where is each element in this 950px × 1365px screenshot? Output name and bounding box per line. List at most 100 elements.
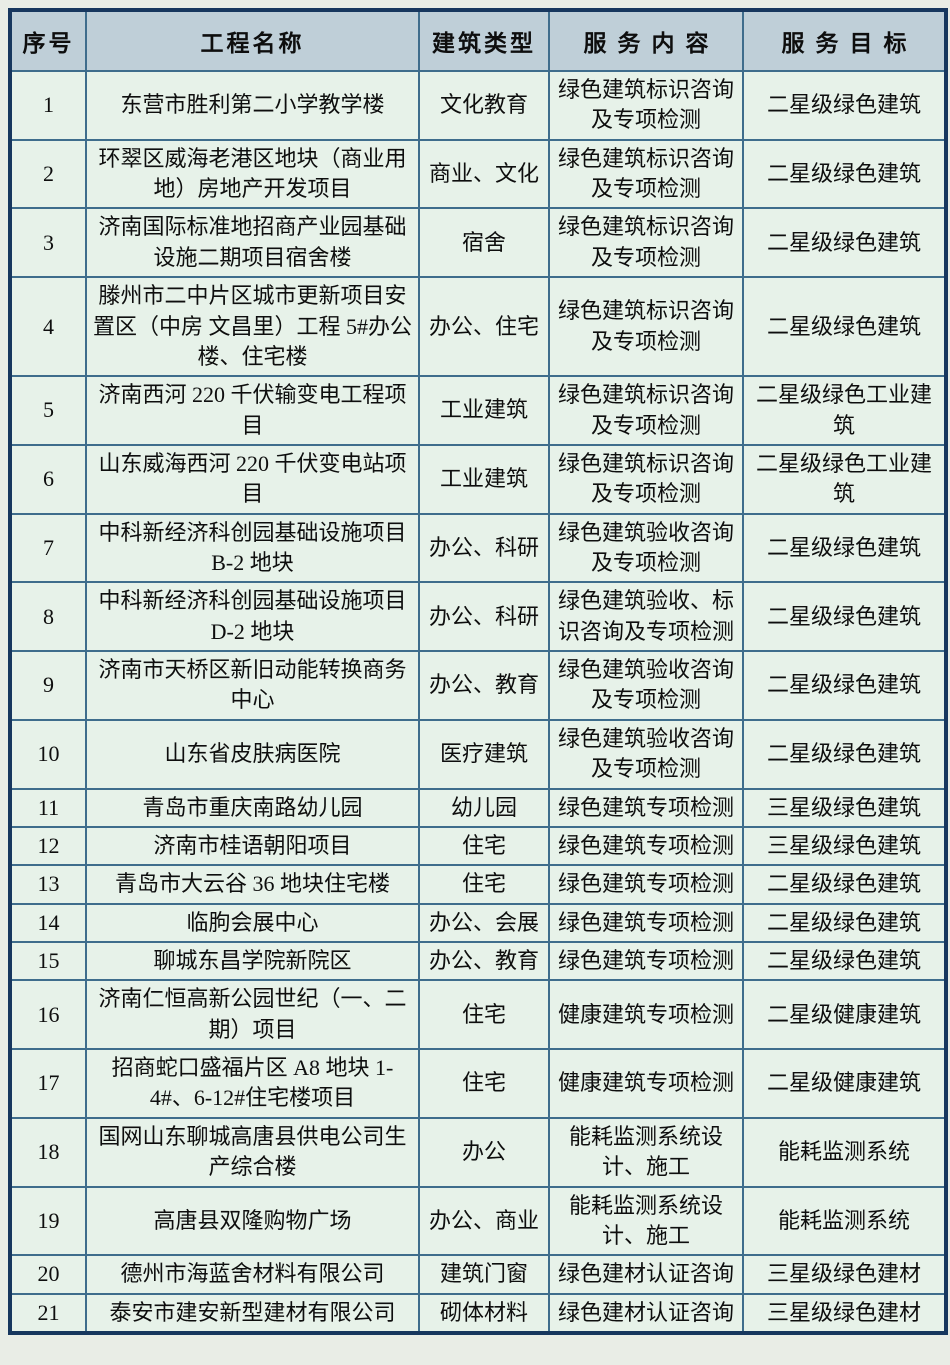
cell-index: 6 <box>9 443 87 515</box>
cell-index: 8 <box>9 581 87 653</box>
cell-project-name: 国网山东聊城高唐县供电公司生产综合楼 <box>85 1116 420 1188</box>
cell-service-content: 健康建筑专项检测 <box>548 1048 744 1119</box>
column-header-index: 序号 <box>9 9 87 72</box>
table-row: 17 招商蛇口盛福片区 A8 地块 1-4#、6-12#住宅楼项目 住宅 健康建… <box>9 1048 947 1119</box>
cell-service-content: 绿色建筑标识咨询及专项检测 <box>548 375 744 446</box>
cell-service-target: 二星级绿色建筑 <box>742 940 947 982</box>
cell-project-name: 中科新经济科创园基础设施项目 D-2 地块 <box>85 581 420 653</box>
cell-service-content: 绿色建筑验收、标识咨询及专项检测 <box>548 581 744 653</box>
table-row: 19 高唐县双隆购物广场 办公、商业 能耗监测系统设计、施工 能耗监测系统 <box>9 1185 947 1257</box>
cell-service-target: 能耗监测系统 <box>742 1116 947 1188</box>
cell-project-name: 济南仁恒高新公园世纪（一、二期）项目 <box>85 979 420 1051</box>
table-header: 序号 工程名称 建筑类型 服务内容 服务目标 <box>9 9 947 72</box>
table-row: 3 济南国际标准地招商产业园基础设施二期项目宿舍楼 宿舍 绿色建筑标识咨询及专项… <box>9 207 947 279</box>
table-row: 10 山东省皮肤病医院 医疗建筑 绿色建筑验收咨询及专项检测 二星级绿色建筑 <box>9 718 947 790</box>
cell-service-target: 二星级绿色建筑 <box>742 138 947 210</box>
cell-index: 10 <box>9 718 87 790</box>
cell-building-type: 砌体材料 <box>418 1292 550 1334</box>
cell-service-content: 绿色建筑专项检测 <box>548 940 744 982</box>
cell-service-content: 绿色建筑专项检测 <box>548 825 744 867</box>
cell-building-type: 办公、商业 <box>418 1185 550 1257</box>
cell-service-content: 健康建筑专项检测 <box>548 979 744 1051</box>
cell-building-type: 工业建筑 <box>418 443 550 515</box>
cell-building-type: 建筑门窗 <box>418 1254 550 1295</box>
cell-service-target: 二星级绿色建筑 <box>742 70 947 141</box>
cell-service-target: 二星级绿色建筑 <box>742 207 947 279</box>
cell-service-target: 三星级绿色建筑 <box>742 787 947 828</box>
cell-project-name: 济南市桂语朝阳项目 <box>85 825 420 867</box>
cell-project-name: 泰安市建安新型建材有限公司 <box>85 1292 420 1334</box>
table-row: 6 山东威海西河 220 千伏变电站项目 工业建筑 绿色建筑标识咨询及专项检测 … <box>9 443 947 515</box>
cell-building-type: 文化教育 <box>418 70 550 141</box>
table-row: 20 德州市海蓝舍材料有限公司 建筑门窗 绿色建材认证咨询 三星级绿色建材 <box>9 1254 947 1295</box>
cell-service-target: 二星级绿色建筑 <box>742 718 947 790</box>
cell-service-content: 绿色建筑验收咨询及专项检测 <box>548 512 744 584</box>
cell-index: 14 <box>9 902 87 943</box>
cell-service-target: 二星级健康建筑 <box>742 979 947 1051</box>
cell-service-target: 二星级绿色工业建筑 <box>742 443 947 515</box>
cell-index: 16 <box>9 979 87 1051</box>
cell-building-type: 办公、教育 <box>418 650 550 721</box>
table-row: 11 青岛市重庆南路幼儿园 幼儿园 绿色建筑专项检测 三星级绿色建筑 <box>9 787 947 828</box>
cell-service-content: 绿色建筑标识咨询及专项检测 <box>548 276 744 378</box>
cell-index: 18 <box>9 1116 87 1188</box>
cell-project-name: 济南市天桥区新旧动能转换商务中心 <box>85 650 420 721</box>
projects-table: 序号 工程名称 建筑类型 服务内容 服务目标 1 东营市胜利第二小学教学楼 文化… <box>8 8 948 1335</box>
cell-project-name: 聊城东昌学院新院区 <box>85 940 420 982</box>
cell-building-type: 幼儿园 <box>418 787 550 828</box>
cell-service-target: 二星级绿色建筑 <box>742 650 947 721</box>
cell-building-type: 办公 <box>418 1116 550 1188</box>
cell-service-target: 二星级绿色建筑 <box>742 512 947 584</box>
table-row: 12 济南市桂语朝阳项目 住宅 绿色建筑专项检测 三星级绿色建筑 <box>9 825 947 867</box>
cell-service-target: 二星级绿色建筑 <box>742 276 947 378</box>
cell-index: 4 <box>9 276 87 378</box>
table-body: 1 东营市胜利第二小学教学楼 文化教育 绿色建筑标识咨询及专项检测 二星级绿色建… <box>9 70 947 1334</box>
cell-service-target: 二星级绿色建筑 <box>742 864 947 905</box>
cell-building-type: 办公、住宅 <box>418 276 550 378</box>
cell-index: 20 <box>9 1254 87 1295</box>
cell-index: 2 <box>9 138 87 210</box>
header-row: 序号 工程名称 建筑类型 服务内容 服务目标 <box>9 9 947 72</box>
cell-index: 15 <box>9 940 87 982</box>
table-row: 13 青岛市大云谷 36 地块住宅楼 住宅 绿色建筑专项检测 二星级绿色建筑 <box>9 864 947 905</box>
table-row: 8 中科新经济科创园基础设施项目 D-2 地块 办公、科研 绿色建筑验收、标识咨… <box>9 581 947 653</box>
cell-service-content: 能耗监测系统设计、施工 <box>548 1116 744 1188</box>
cell-project-name: 德州市海蓝舍材料有限公司 <box>85 1254 420 1295</box>
cell-index: 17 <box>9 1048 87 1119</box>
column-header-project-name: 工程名称 <box>85 9 420 72</box>
cell-index: 3 <box>9 207 87 279</box>
column-header-service-content: 服务内容 <box>548 9 744 72</box>
cell-service-content: 绿色建材认证咨询 <box>548 1292 744 1334</box>
cell-service-target: 二星级绿色建筑 <box>742 581 947 653</box>
cell-building-type: 工业建筑 <box>418 375 550 446</box>
cell-building-type: 医疗建筑 <box>418 718 550 790</box>
cell-building-type: 住宅 <box>418 979 550 1051</box>
cell-project-name: 山东威海西河 220 千伏变电站项目 <box>85 443 420 515</box>
cell-index: 21 <box>9 1292 87 1334</box>
table-row: 1 东营市胜利第二小学教学楼 文化教育 绿色建筑标识咨询及专项检测 二星级绿色建… <box>9 70 947 141</box>
cell-index: 5 <box>9 375 87 446</box>
cell-index: 11 <box>9 787 87 828</box>
cell-service-content: 绿色建筑专项检测 <box>548 864 744 905</box>
table-row: 7 中科新经济科创园基础设施项目 B-2 地块 办公、科研 绿色建筑验收咨询及专… <box>9 512 947 584</box>
cell-project-name: 招商蛇口盛福片区 A8 地块 1-4#、6-12#住宅楼项目 <box>85 1048 420 1119</box>
cell-project-name: 环翠区威海老港区地块（商业用地）房地产开发项目 <box>85 138 420 210</box>
cell-service-target: 二星级绿色建筑 <box>742 902 947 943</box>
cell-service-target: 三星级绿色建筑 <box>742 825 947 867</box>
cell-service-content: 绿色建筑标识咨询及专项检测 <box>548 443 744 515</box>
table-row: 16 济南仁恒高新公园世纪（一、二期）项目 住宅 健康建筑专项检测 二星级健康建… <box>9 979 947 1051</box>
cell-service-content: 绿色建筑验收咨询及专项检测 <box>548 650 744 721</box>
cell-building-type: 办公、会展 <box>418 902 550 943</box>
table-row: 15 聊城东昌学院新院区 办公、教育 绿色建筑专项检测 二星级绿色建筑 <box>9 940 947 982</box>
cell-building-type: 住宅 <box>418 1048 550 1119</box>
cell-service-content: 绿色建筑标识咨询及专项检测 <box>548 138 744 210</box>
column-header-service-target: 服务目标 <box>742 9 947 72</box>
cell-index: 12 <box>9 825 87 867</box>
cell-building-type: 办公、教育 <box>418 940 550 982</box>
cell-building-type: 宿舍 <box>418 207 550 279</box>
cell-service-target: 二星级绿色工业建筑 <box>742 375 947 446</box>
cell-project-name: 济南国际标准地招商产业园基础设施二期项目宿舍楼 <box>85 207 420 279</box>
cell-building-type: 住宅 <box>418 825 550 867</box>
cell-project-name: 临朐会展中心 <box>85 902 420 943</box>
cell-project-name: 山东省皮肤病医院 <box>85 718 420 790</box>
